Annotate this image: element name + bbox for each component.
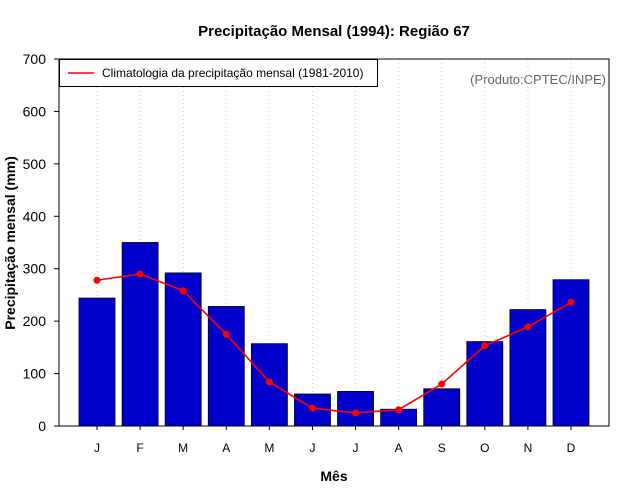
bar-3 xyxy=(164,272,202,427)
climatology-point-5 xyxy=(265,378,273,386)
bar-2 xyxy=(121,242,159,427)
x-axis-title: Mês xyxy=(320,468,347,484)
bar-7 xyxy=(337,390,374,427)
y-tick-label: 400 xyxy=(23,208,47,224)
bar-4 xyxy=(207,306,245,427)
y-tick-label: 300 xyxy=(23,261,47,277)
x-tick-label: J xyxy=(309,441,315,455)
climatology-point-3 xyxy=(179,287,187,295)
x-tick-label: S xyxy=(438,441,446,455)
x-tick-label: A xyxy=(395,441,403,455)
climatology-point-12 xyxy=(567,298,575,306)
x-tick-label: D xyxy=(567,441,576,455)
legend: Climatologia da precipitação mensal (198… xyxy=(59,59,378,87)
source-note: (Produto:CPTEC/INPE) xyxy=(470,72,606,87)
climatology-point-11 xyxy=(524,323,532,331)
climatology-series xyxy=(93,270,575,417)
y-tick-label: 200 xyxy=(23,313,47,329)
chart-title: Precipitação Mensal (1994): Região 67 xyxy=(198,23,470,40)
axes: 0 100 200 300 400 500 600 700 J F M A M J J A S O N D xyxy=(23,51,576,455)
x-tick-label: F xyxy=(136,441,143,455)
bar-10 xyxy=(466,341,504,427)
climatology-point-8 xyxy=(395,406,403,414)
x-tick-label: A xyxy=(222,441,230,455)
y-tick-label: 500 xyxy=(23,156,47,172)
x-tick-label: N xyxy=(524,441,533,455)
x-tick-label: M xyxy=(178,441,188,455)
climatology-point-9 xyxy=(438,380,446,388)
x-tick-label: O xyxy=(480,441,489,455)
x-tick-label: J xyxy=(353,441,359,455)
climatology-point-10 xyxy=(481,342,489,350)
x-tick-label: J xyxy=(94,441,100,455)
climatology-point-7 xyxy=(352,409,360,417)
legend-box xyxy=(59,59,378,87)
climatology-point-4 xyxy=(222,330,230,338)
legend-label: Climatologia da precipitação mensal (198… xyxy=(102,66,363,80)
y-tick-label: 700 xyxy=(23,51,47,67)
bar-1 xyxy=(78,297,116,427)
x-tick-label: M xyxy=(264,441,274,455)
y-tick-label: 0 xyxy=(38,418,46,434)
bar-9 xyxy=(423,388,461,427)
climatology-point-1 xyxy=(93,276,101,284)
climatology-point-2 xyxy=(136,270,144,278)
y-tick-label: 600 xyxy=(23,103,47,119)
climatology-point-6 xyxy=(308,404,316,412)
y-tick-label: 100 xyxy=(23,366,47,382)
y-axis-title: Precipitação mensal (mm) xyxy=(2,156,18,330)
climatology-line xyxy=(96,273,572,414)
